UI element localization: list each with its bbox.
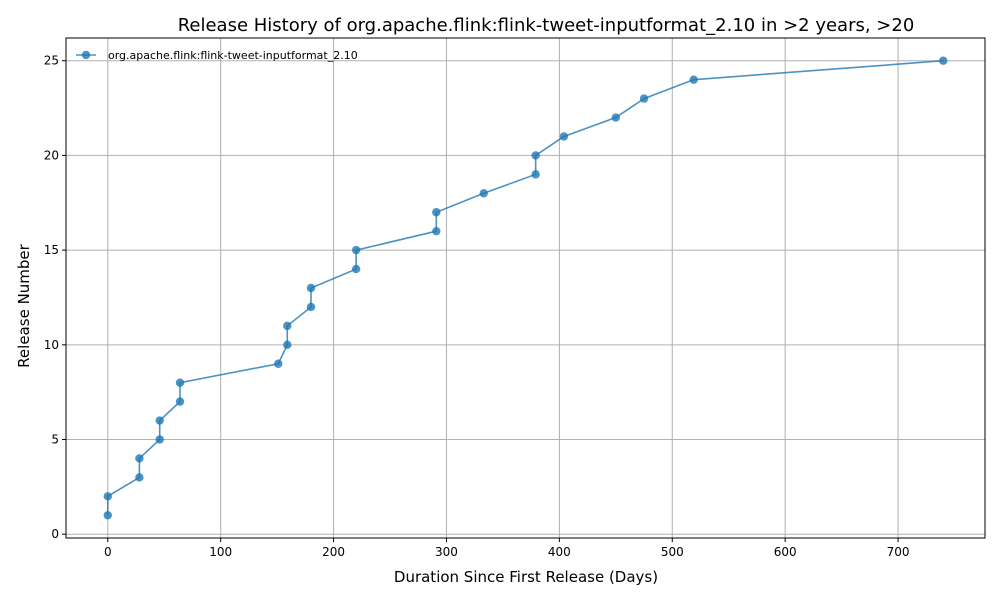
y-tick-label: 10 [44, 338, 59, 352]
data-point [135, 473, 144, 482]
chart-title: Release History of org.apache.flink:flin… [178, 15, 915, 36]
y-tick-label: 5 [51, 433, 59, 447]
data-point [531, 170, 540, 179]
data-point [432, 226, 441, 236]
x-tick-label: 0 [104, 545, 112, 559]
data-point [351, 264, 361, 274]
data-point [639, 94, 649, 103]
data-point [175, 397, 185, 406]
x-tick-label: 700 [887, 545, 910, 559]
series-line [106, 59, 944, 516]
data-point [283, 340, 292, 350]
y-tick-label: 20 [44, 148, 59, 162]
data-point [531, 151, 540, 160]
data-point [939, 56, 948, 65]
data-point [611, 113, 621, 122]
data-point [283, 321, 292, 331]
legend: org.apache.flink:flink-tweet-inputformat… [76, 49, 358, 62]
data-point [306, 283, 316, 293]
series-layer [103, 56, 948, 520]
legend-label: org.apache.flink:flink-tweet-inputformat… [108, 49, 358, 62]
data-point [274, 359, 283, 368]
data-point [432, 208, 441, 217]
data-point [559, 132, 569, 141]
x-tick-label: 600 [774, 545, 797, 559]
y-axis-label: Release Number [15, 243, 33, 367]
y-tick-label: 25 [44, 54, 59, 68]
y-tick-label: 15 [44, 243, 59, 257]
x-axis-label: Duration Since First Release (Days) [394, 568, 658, 586]
data-point [103, 492, 112, 501]
data-point [175, 378, 185, 387]
data-point [351, 245, 361, 255]
grid-lines [66, 38, 985, 538]
data-point [306, 302, 316, 312]
x-tick-label: 200 [322, 545, 345, 559]
data-point [155, 416, 164, 425]
data-point [479, 189, 488, 198]
x-tick-label: 500 [661, 545, 684, 559]
x-tick-label: 400 [548, 545, 571, 559]
data-point [155, 435, 164, 444]
data-point [103, 511, 112, 520]
plot-frame [65, 37, 986, 539]
axis-ticks: 0 100 200 300 400 500 600 700 0 5 10 15 20 25 [44, 54, 910, 559]
legend-marker-swatch [81, 50, 91, 60]
data-point [135, 454, 144, 463]
x-tick-label: 100 [209, 545, 232, 559]
x-tick-label: 300 [435, 545, 458, 559]
data-point [689, 75, 698, 84]
y-tick-label: 0 [51, 527, 59, 541]
